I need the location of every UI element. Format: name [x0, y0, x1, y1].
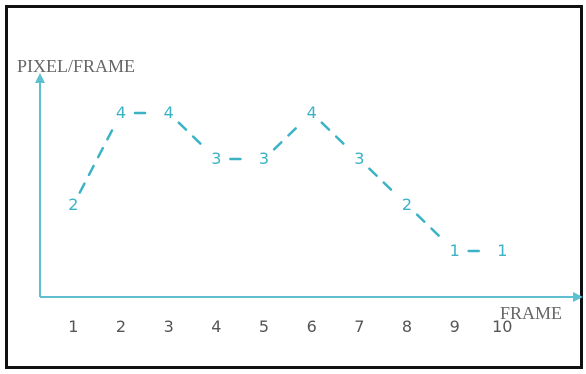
x-tick-label: 9 [450, 317, 460, 336]
chart-frame [5, 5, 583, 369]
data-point-label: 4 [164, 103, 174, 122]
x-tick-label: 7 [354, 317, 364, 336]
data-label-layer: 2 4 4 3 3 4 3 2 1 1 [68, 103, 507, 260]
x-tick-layer: 1 2 3 4 5 6 7 8 9 10 [68, 317, 512, 336]
data-point-label: 3 [354, 149, 364, 168]
series-layer [78, 111, 490, 253]
series-segment [177, 121, 208, 151]
data-point-label: 2 [402, 195, 412, 214]
data-point-label: 3 [211, 149, 221, 168]
data-point-label: 1 [450, 241, 460, 260]
x-tick-label: 5 [259, 317, 269, 336]
data-point-label: 1 [497, 241, 507, 260]
x-tick-label: 1 [68, 317, 78, 336]
data-point-label: 3 [259, 149, 269, 168]
x-tick-label: 10 [492, 317, 512, 336]
series-segment [78, 124, 116, 194]
x-axis-title: FRAME [500, 303, 562, 323]
x-tick-label: 4 [211, 317, 221, 336]
series-segment [320, 121, 351, 151]
series-segment [415, 213, 446, 243]
x-tick-label: 3 [164, 317, 174, 336]
series-segment [272, 121, 303, 151]
x-tick-label: 8 [402, 317, 412, 336]
series-segment [368, 167, 399, 197]
x-tick-label: 6 [307, 317, 317, 336]
data-point-label: 4 [116, 103, 126, 122]
y-axis-title: PIXEL/FRAME [17, 56, 135, 76]
data-point-label: 2 [68, 195, 78, 214]
x-tick-label: 2 [116, 317, 126, 336]
data-point-label: 4 [307, 103, 317, 122]
